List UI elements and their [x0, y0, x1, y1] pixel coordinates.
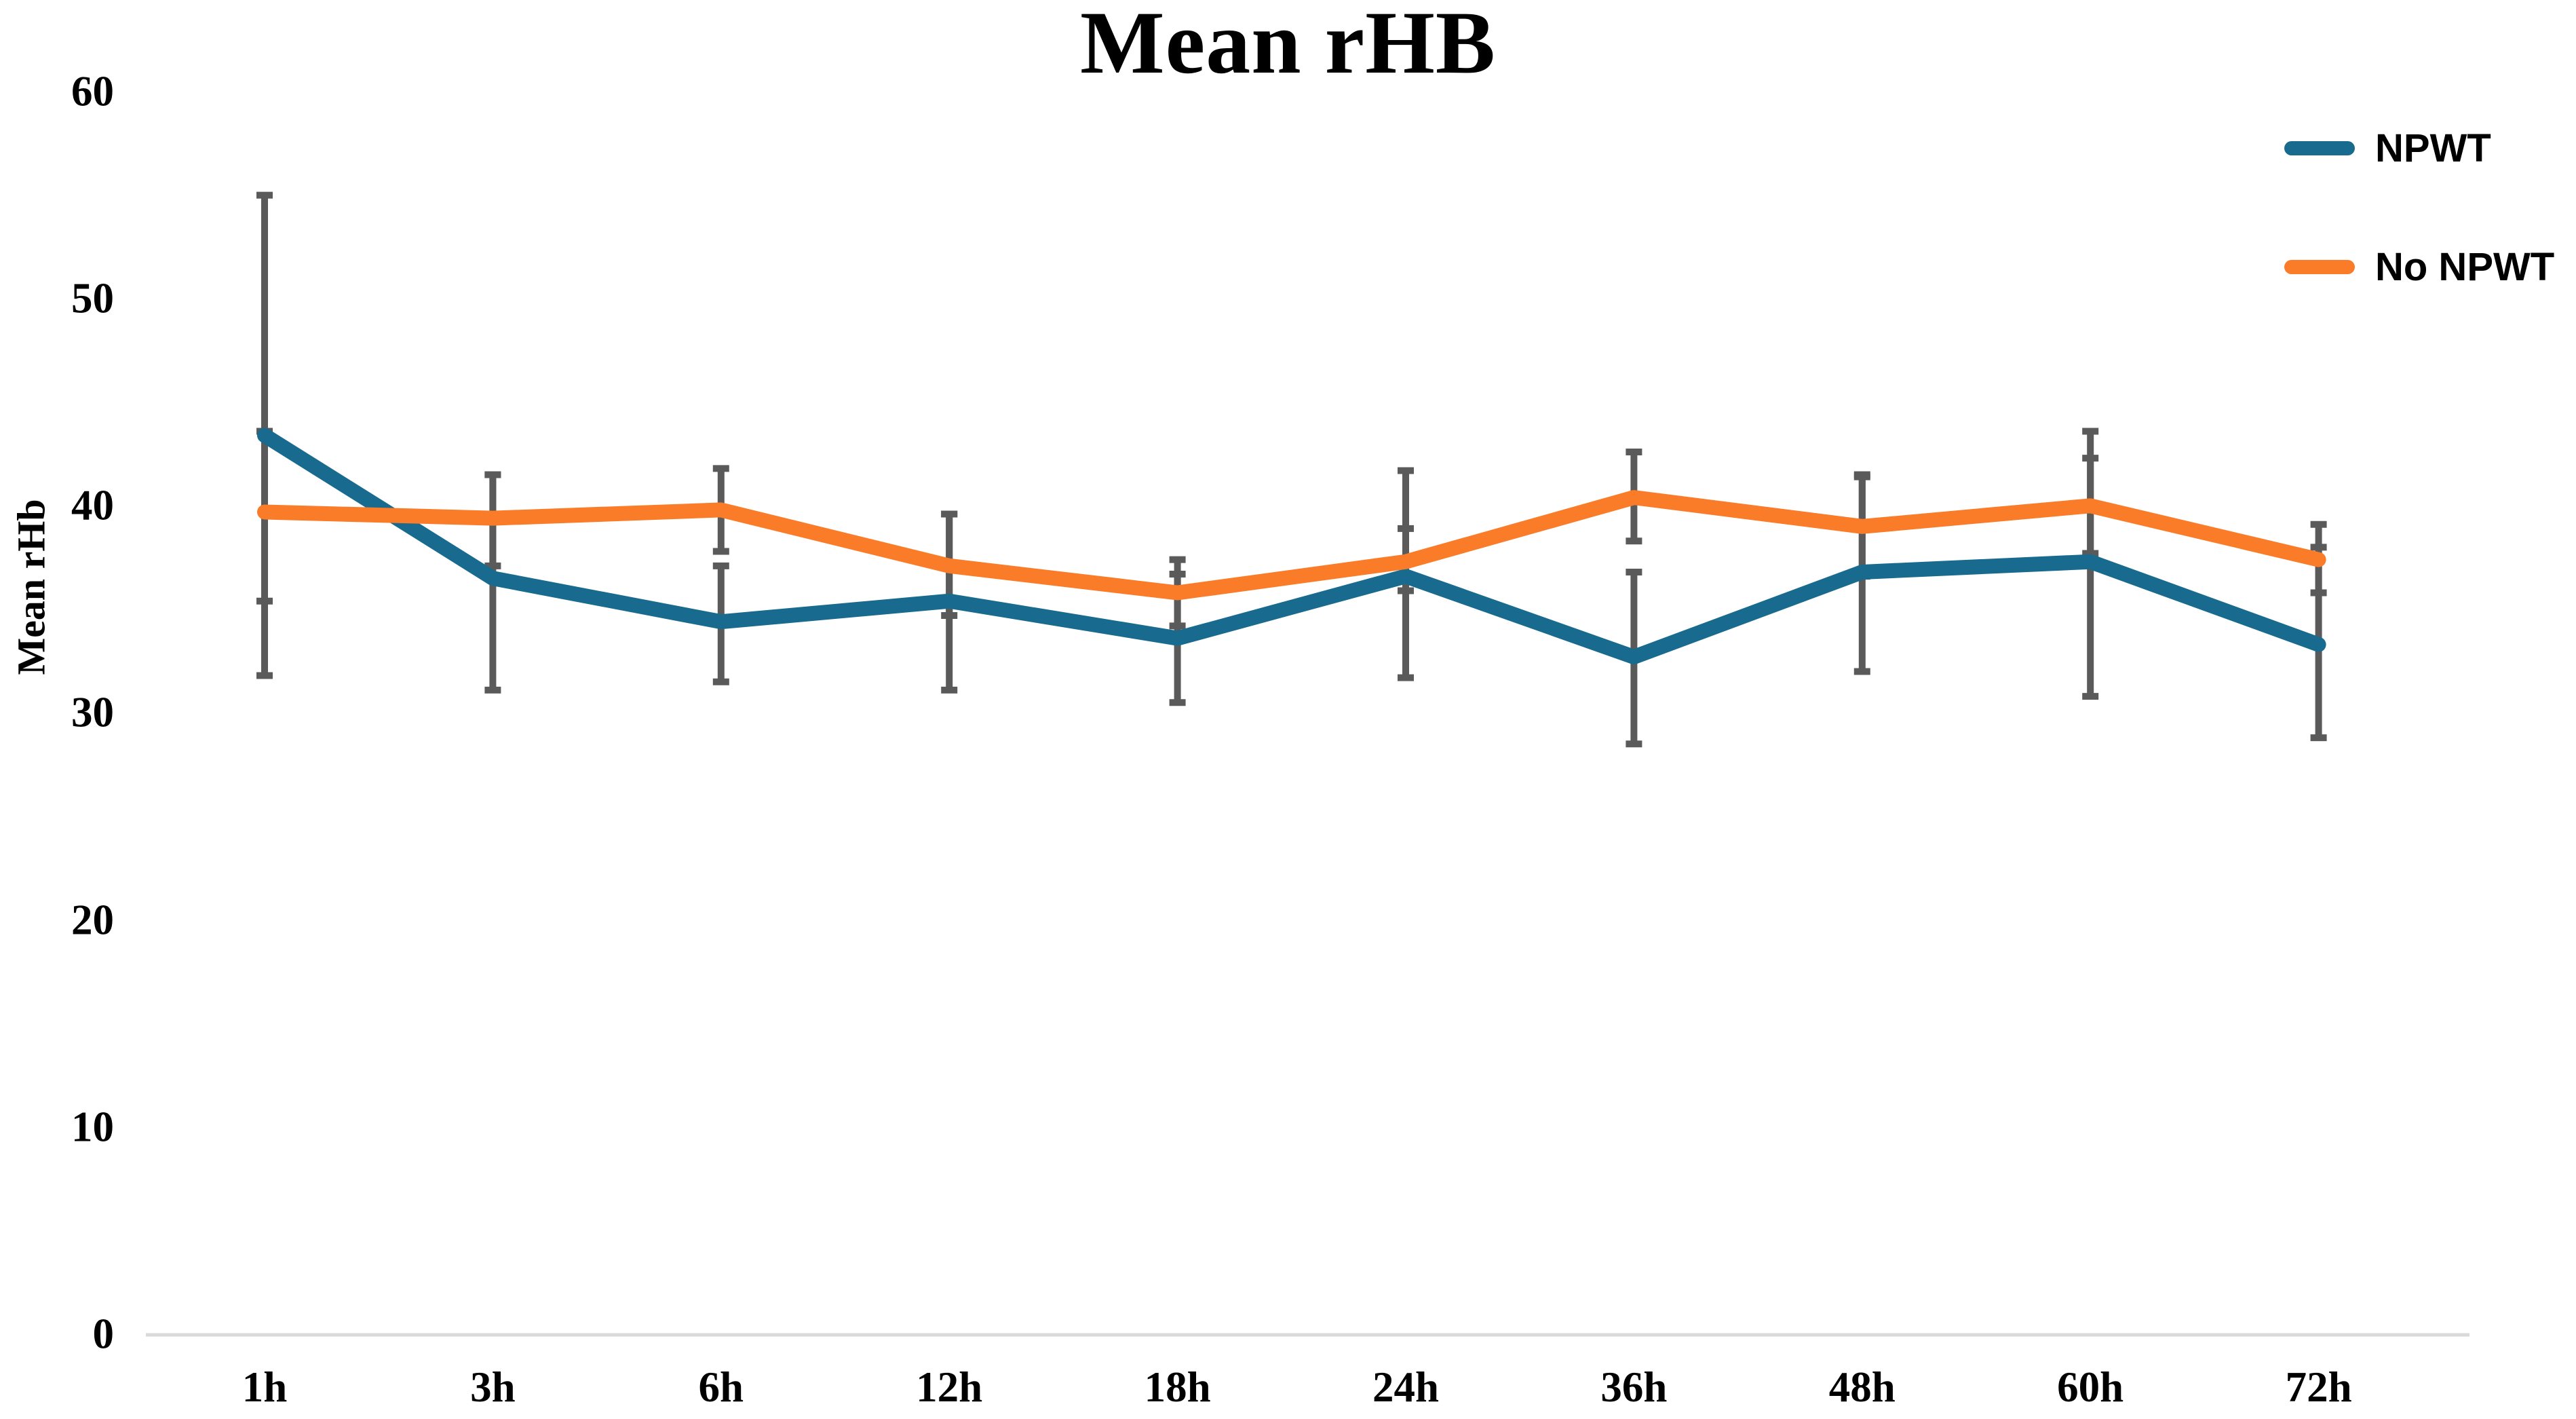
- y-tick-label: 0: [92, 1310, 115, 1358]
- y-tick-label: 50: [71, 274, 114, 322]
- error-bars-npwt: [256, 191, 2327, 748]
- legend-item-no-npwt: No NPWT: [2284, 244, 2554, 290]
- x-tick-label: 48h: [1828, 1363, 1896, 1411]
- x-tick-label: 24h: [1372, 1363, 1440, 1411]
- error-bars-no-npwt: [256, 428, 2327, 630]
- x-tick-label: 60h: [2057, 1363, 2124, 1411]
- legend-label-no-npwt: No NPWT: [2375, 245, 2555, 289]
- series-line-no-npwt: [257, 490, 2326, 601]
- chart-title: Mean rHB: [1080, 0, 1496, 92]
- x-tick-label: 72h: [2285, 1363, 2352, 1411]
- y-tick-label: 20: [71, 896, 114, 944]
- x-tick-label: 1h: [242, 1363, 288, 1411]
- x-tick-label: 6h: [698, 1363, 744, 1411]
- y-tick-label: 30: [71, 688, 114, 736]
- npwt-line-swatch-icon: [2284, 141, 2355, 155]
- y-tick-label: 60: [71, 67, 114, 115]
- y-tick-label: 40: [71, 481, 114, 529]
- x-tick-label: 18h: [1144, 1363, 1211, 1411]
- x-tick-label: 12h: [916, 1363, 983, 1411]
- x-tick-label: 3h: [470, 1363, 516, 1411]
- legend-item-npwt: NPWT: [2284, 126, 2491, 171]
- legend-label-npwt: NPWT: [2375, 126, 2491, 170]
- y-tick-label: 10: [71, 1103, 114, 1151]
- x-tick-label: 36h: [1600, 1363, 1668, 1411]
- no-npwt-line-swatch-icon: [2284, 260, 2355, 274]
- series-line-npwt: [257, 428, 2326, 665]
